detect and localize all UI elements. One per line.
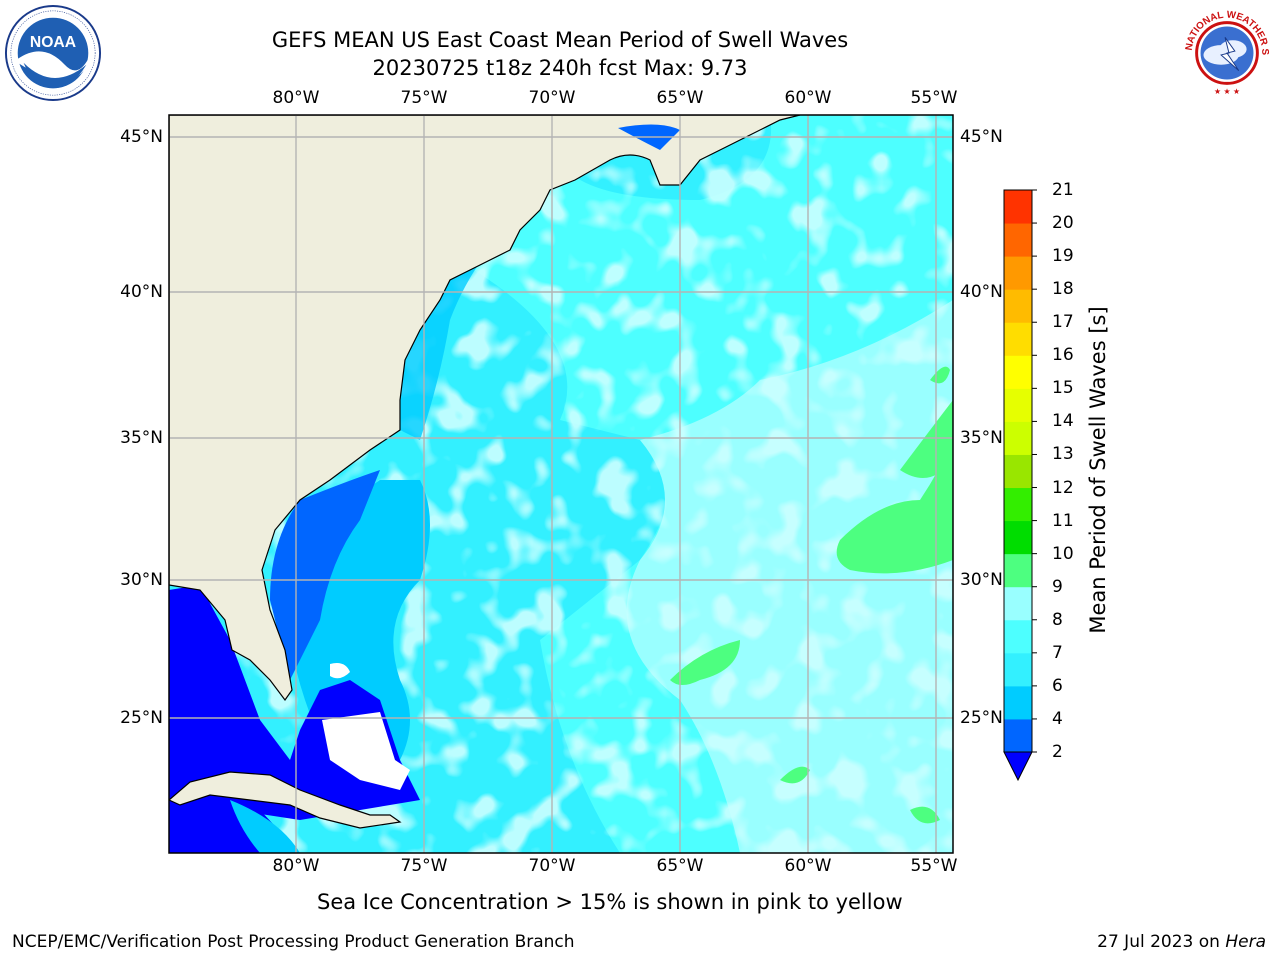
colorbar-tick-label: 21	[1052, 180, 1074, 200]
lat-label-left-30n: 30°N	[120, 570, 163, 590]
map-frame	[168, 114, 954, 854]
nws-logo: NATIONAL WEATHER SERVICE ★ ★ ★	[1178, 4, 1275, 101]
graticule	[169, 115, 953, 853]
colorbar-bin	[1004, 487, 1032, 522]
lon-label-top-80w: 80°W	[272, 88, 320, 108]
lon-label-bottom-65w: 65°W	[656, 856, 704, 876]
chart-subtitle: 20230725 t18z 240h fcst Max: 9.73	[372, 56, 748, 80]
colorbar-tick-label: 7	[1052, 642, 1063, 663]
colorbar-tick-label: 4	[1052, 708, 1063, 729]
colorbar-bin	[1004, 718, 1032, 753]
footer-credit: NCEP/EMC/Verification Post Processing Pr…	[12, 932, 575, 952]
colorbar-under-triangle	[1003, 751, 1033, 782]
noaa-logo: NOAA	[4, 4, 102, 102]
sea-ice-note: Sea Ice Concentration > 15% is shown in …	[317, 890, 903, 914]
lat-label-left-25n: 25°N	[120, 708, 163, 728]
colorbar-bin	[1004, 289, 1032, 323]
lon-label-top-60w: 60°W	[784, 88, 832, 108]
svg-text:NOAA: NOAA	[30, 34, 76, 51]
lat-label-left-35n: 35°N	[120, 428, 163, 448]
colorbar-tick-label: 2	[1052, 742, 1063, 762]
footer-date: 27 Jul 2023 on Hera	[1097, 932, 1266, 952]
lon-label-bottom-80w: 80°W	[272, 856, 320, 876]
colorbar-bin	[1004, 388, 1032, 422]
lat-label-right-40n: 40°N	[960, 282, 1003, 302]
lat-label-left-45n: 45°N	[120, 127, 163, 147]
colorbar-tick-label: 19	[1052, 246, 1074, 267]
lon-label-top-65w: 65°W	[656, 88, 704, 108]
colorbar-tick-label: 9	[1052, 576, 1063, 597]
lon-label-bottom-60w: 60°W	[784, 856, 832, 876]
colorbar-bin	[1004, 619, 1032, 654]
colorbar-tick-label: 18	[1052, 279, 1074, 300]
colorbar-bin	[1004, 190, 1032, 224]
land-cuba	[169, 771, 402, 829]
colorbar-tick-label: 20	[1052, 213, 1074, 234]
colorbar-bin	[1004, 685, 1032, 720]
colorbar-tick-label: 10	[1052, 543, 1074, 564]
lon-label-top-70w: 70°W	[528, 88, 576, 108]
colorbar-bin	[1004, 322, 1032, 356]
colorbar-tick-label: 11	[1052, 510, 1074, 531]
colorbar-tick-label: 16	[1052, 345, 1074, 366]
colorbar-tick-label: 17	[1052, 312, 1074, 333]
colorbar-frame	[1003, 189, 1033, 753]
colorbar-bin	[1004, 421, 1032, 455]
colorbar-bin	[1004, 520, 1032, 555]
lon-label-top-75w: 75°W	[400, 88, 448, 108]
colorbar-bin	[1004, 553, 1032, 588]
colorbar-bin	[1004, 223, 1032, 257]
lat-label-right-35n: 35°N	[960, 428, 1003, 448]
colorbar-tick-label: 13	[1052, 444, 1074, 465]
footer-date-text: 27 Jul 2023 on	[1097, 932, 1226, 952]
chart-title: GEFS MEAN US East Coast Mean Period of S…	[271, 28, 849, 52]
lon-label-bottom-55w: 55°W	[910, 856, 958, 876]
lon-label-bottom-70w: 70°W	[528, 856, 576, 876]
lat-label-right-30n: 30°N	[960, 570, 1003, 590]
colorbar	[1003, 189, 1037, 782]
lat-label-left-40n: 40°N	[120, 282, 163, 302]
lon-label-bottom-75w: 75°W	[400, 856, 448, 876]
colorbar-tick-label: 8	[1052, 609, 1063, 630]
colorbar-bin	[1004, 586, 1032, 621]
colorbar-label: Mean Period of Swell Waves [s]	[1086, 306, 1110, 634]
colorbar-bin	[1004, 652, 1032, 687]
colorbar-bin	[1004, 256, 1032, 290]
colorbar-bin	[1004, 454, 1032, 489]
colorbar-tick-label: 12	[1052, 477, 1074, 498]
colorbar-tick-label: 14	[1052, 411, 1074, 432]
colorbar-bin	[1004, 355, 1032, 389]
footer-host: Hera	[1225, 932, 1266, 952]
lon-label-top-55w: 55°W	[910, 88, 958, 108]
lat-label-right-25n: 25°N	[960, 708, 1003, 728]
swell-2-4	[270, 470, 380, 680]
swell-9-10	[670, 366, 953, 824]
land-north-america	[169, 115, 801, 702]
lat-label-right-45n: 45°N	[960, 127, 1003, 147]
svg-text:★ ★ ★: ★ ★ ★	[1214, 87, 1240, 96]
map-plot-area	[169, 115, 953, 853]
no-data-banks	[322, 712, 410, 790]
colorbar-tick-label: 15	[1052, 378, 1074, 399]
colorbar-tick-label: 6	[1052, 675, 1063, 696]
